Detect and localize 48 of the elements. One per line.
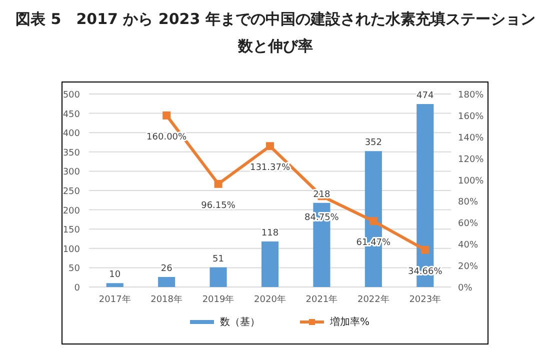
data-label: 118 bbox=[261, 228, 279, 238]
y-tick-label: 300 bbox=[62, 168, 80, 178]
y-tick-label: 400 bbox=[62, 129, 80, 140]
y-tick-label: 500 bbox=[62, 90, 80, 100]
bar bbox=[210, 267, 227, 287]
y2-tick-label: 120% bbox=[458, 154, 484, 165]
y2-tick-label: 140% bbox=[458, 133, 484, 144]
y2-tick-label: 80% bbox=[458, 198, 478, 208]
title: 図表 5 2017 から 2023 年までの中国の建設された水素充填ステーション数と伸び率 bbox=[16, 10, 536, 55]
point bbox=[421, 246, 430, 254]
y-tick-label: 450 bbox=[62, 110, 80, 120]
y-tick-label: 100 bbox=[62, 244, 80, 255]
x-tick-label: 2021年 bbox=[306, 294, 338, 305]
point bbox=[162, 111, 171, 120]
x-tick-label: 2017年 bbox=[98, 294, 131, 305]
y-tick-label: 150 bbox=[62, 226, 80, 236]
data-label: 26 bbox=[160, 264, 173, 274]
data-label: 51 bbox=[212, 254, 224, 264]
y-tick-label: 0 bbox=[74, 284, 80, 294]
y2-tick-label: 180% bbox=[458, 90, 484, 100]
data-label: 10 bbox=[109, 270, 121, 280]
point bbox=[266, 142, 274, 150]
point bbox=[369, 217, 378, 226]
x-tick-label: 2018年 bbox=[150, 294, 183, 305]
x-tick-label: 2019年 bbox=[202, 294, 234, 305]
data-label: 474 bbox=[416, 91, 434, 102]
legend-label: 増加率% bbox=[329, 316, 370, 328]
y2-tick-label: 100% bbox=[458, 176, 484, 186]
y2-tick-label: 60% bbox=[458, 219, 478, 230]
x-tick-label: 2022年 bbox=[357, 294, 390, 305]
y2-tick-label: 0% bbox=[458, 284, 473, 294]
bar bbox=[261, 241, 279, 287]
bar bbox=[106, 283, 124, 287]
point bbox=[214, 180, 222, 188]
y-tick-label: 350 bbox=[62, 148, 80, 158]
y-tick-label: 200 bbox=[62, 206, 80, 216]
y2-tick-label: 20% bbox=[458, 262, 478, 272]
bar bbox=[158, 276, 176, 287]
y-tick-label: 50 bbox=[68, 264, 80, 274]
x-tick-label: 2020年 bbox=[254, 294, 286, 305]
y-tick-label: 250 bbox=[62, 187, 80, 197]
x-tick-label: 2023年 bbox=[409, 294, 442, 305]
y2-tick-label: 40% bbox=[458, 240, 478, 251]
data-label: 131.37% bbox=[250, 163, 290, 174]
data-label: 96.15% bbox=[201, 200, 236, 211]
y2-tick-label: 160% bbox=[458, 112, 484, 122]
legend-label: 数（基） bbox=[220, 316, 260, 328]
data-label: 352 bbox=[364, 138, 382, 148]
